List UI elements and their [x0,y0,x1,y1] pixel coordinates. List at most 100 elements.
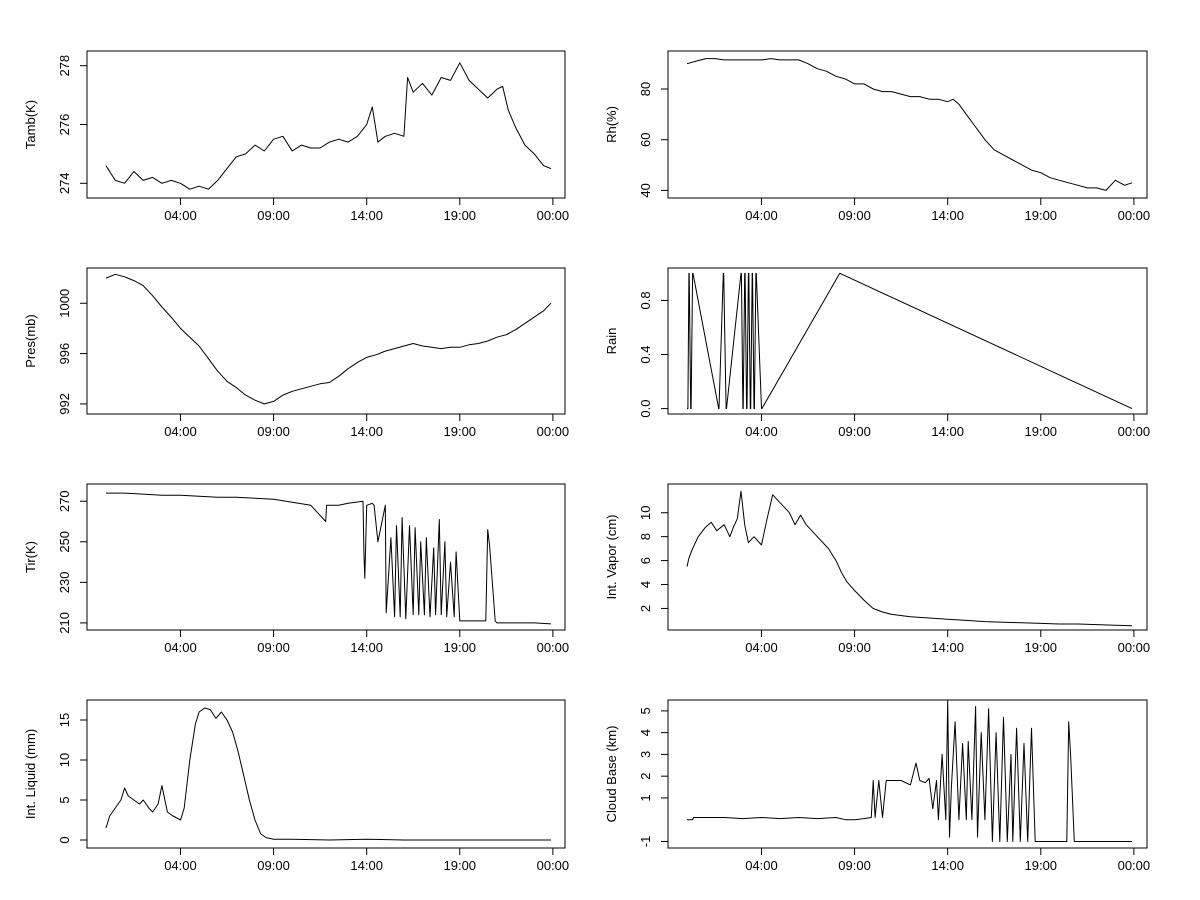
y-axis-label: Cloud Base (km) [604,726,619,823]
plot-frame [667,267,1148,415]
y-tick-label: 2 [638,773,653,780]
chart-panel: 04:00 09:00 14:00 19:00 00:00 0 5 10 15 Int. Liqu… [23,699,570,873]
y-tick-label: 992 [57,393,72,415]
plot-frame [86,699,566,849]
plot-frame [667,50,1148,199]
x-tick-label: 09:00 [838,424,871,439]
series-line [105,62,552,190]
y-axis-label: Pres(mb) [23,314,38,367]
series-line [687,272,1133,410]
x-tick-label: 19:00 [444,640,477,655]
y-tick-label: 250 [57,531,72,553]
x-tick-label: 19:00 [444,858,477,873]
chart-panel: 04:00 09:00 14:00 19:00 00:00 210 230 250 270 Tir… [23,483,570,655]
y-tick-label: 1 [638,794,653,801]
plot-frame [86,267,566,415]
y-tick-label: 15 [57,713,72,727]
y-tick-label: 6 [638,557,653,564]
x-tick-label: 14:00 [931,858,964,873]
x-tick-label: 00:00 [537,858,570,873]
x-tick-label: 04:00 [164,640,197,655]
x-tick-label: 04:00 [745,424,778,439]
y-tick-label: 8 [638,533,653,540]
x-tick-label: 19:00 [1025,858,1058,873]
x-tick-label: 00:00 [537,640,570,655]
x-tick-label: 19:00 [444,208,477,223]
x-tick-label: 04:00 [164,208,197,223]
chart-panel: 04:00 09:00 14:00 19:00 00:00 40 60 80 Rh(%) [604,50,1151,223]
y-axis-label: Int. Vapor (cm) [604,514,619,599]
y-tick-label: 5 [638,707,653,714]
y-axis-label: Tamb(K) [23,100,38,149]
series-line [105,707,551,841]
x-tick-label: 00:00 [537,208,570,223]
x-tick-label: 14:00 [350,424,383,439]
y-tick-label: 2 [638,605,653,612]
chart-panel: 04:00 09:00 14:00 19:00 00:00 992 996 1000 Pres(… [23,267,570,439]
plot-frame [86,483,566,631]
y-tick-label: 996 [57,343,72,365]
plot-frame [667,699,1148,849]
x-tick-label: 04:00 [164,424,197,439]
x-tick-label: 14:00 [350,858,383,873]
y-tick-label: 3 [638,751,653,758]
x-tick-label: 14:00 [931,208,964,223]
x-tick-label: 04:00 [745,640,778,655]
series-line [106,492,552,625]
y-tick-label: 274 [57,172,72,194]
chart-panel: 04:00 09:00 14:00 19:00 00:00 0.0 0.4 0.8 Rain [604,267,1151,439]
chart-panel: 04:00 09:00 14:00 19:00 00:00 274 276 278 Tamb(K… [23,50,570,223]
x-tick-label: 09:00 [257,858,290,873]
plot-frame [667,483,1148,631]
y-tick-label: 278 [57,55,72,77]
x-tick-label: 00:00 [1118,858,1151,873]
y-tick-label: 1000 [57,289,72,318]
y-axis-label: Rh(%) [604,106,619,143]
y-axis-label: Rain [604,328,619,355]
y-tick-label: 210 [57,612,72,634]
x-tick-label: 00:00 [1118,640,1151,655]
x-tick-label: 04:00 [745,858,778,873]
y-tick-label: 10 [57,753,72,767]
x-tick-label: 14:00 [931,424,964,439]
x-tick-label: 19:00 [1025,208,1058,223]
x-tick-label: 04:00 [745,208,778,223]
x-tick-label: 00:00 [1118,424,1151,439]
x-tick-label: 19:00 [444,424,477,439]
y-tick-label: 230 [57,571,72,593]
chart-panel: 04:00 09:00 14:00 19:00 00:00 2 4 6 8 10 Int. Vapo… [604,483,1151,655]
x-tick-label: 19:00 [1025,424,1058,439]
x-tick-label: 19:00 [1025,640,1058,655]
x-tick-label: 09:00 [838,640,871,655]
x-tick-label: 04:00 [164,858,197,873]
y-tick-label: 0.4 [638,345,653,363]
x-tick-label: 09:00 [257,424,290,439]
y-tick-label: 0 [57,836,72,843]
y-tick-label: 10 [638,505,653,519]
y-tick-label: 276 [57,114,72,136]
x-tick-label: 00:00 [1118,208,1151,223]
y-tick-label: 60 [638,132,653,146]
x-tick-label: 14:00 [931,640,964,655]
y-tick-label: 5 [57,796,72,803]
y-axis-label: Tir(K) [23,541,38,573]
y-tick-label: -1 [638,836,653,848]
y-axis-label: Int. Liquid (mm) [23,729,38,819]
series-line [686,490,1133,627]
y-tick-label: 270 [57,490,72,512]
x-tick-label: 09:00 [257,640,290,655]
x-tick-label: 14:00 [350,640,383,655]
x-tick-label: 00:00 [537,424,570,439]
plot-frame [86,50,566,199]
series-line [686,58,1133,191]
y-tick-label: 40 [638,183,653,197]
chart-panel: 04:00 09:00 14:00 19:00 00:00 -1 1 2 3 4 5 Cloud Ba… [604,699,1151,873]
y-tick-label: 4 [638,729,653,736]
y-tick-label: 0.8 [638,291,653,309]
x-tick-label: 09:00 [257,208,290,223]
x-tick-label: 09:00 [838,208,871,223]
y-tick-label: 80 [638,82,653,96]
x-tick-label: 14:00 [350,208,383,223]
series-line [105,273,552,405]
